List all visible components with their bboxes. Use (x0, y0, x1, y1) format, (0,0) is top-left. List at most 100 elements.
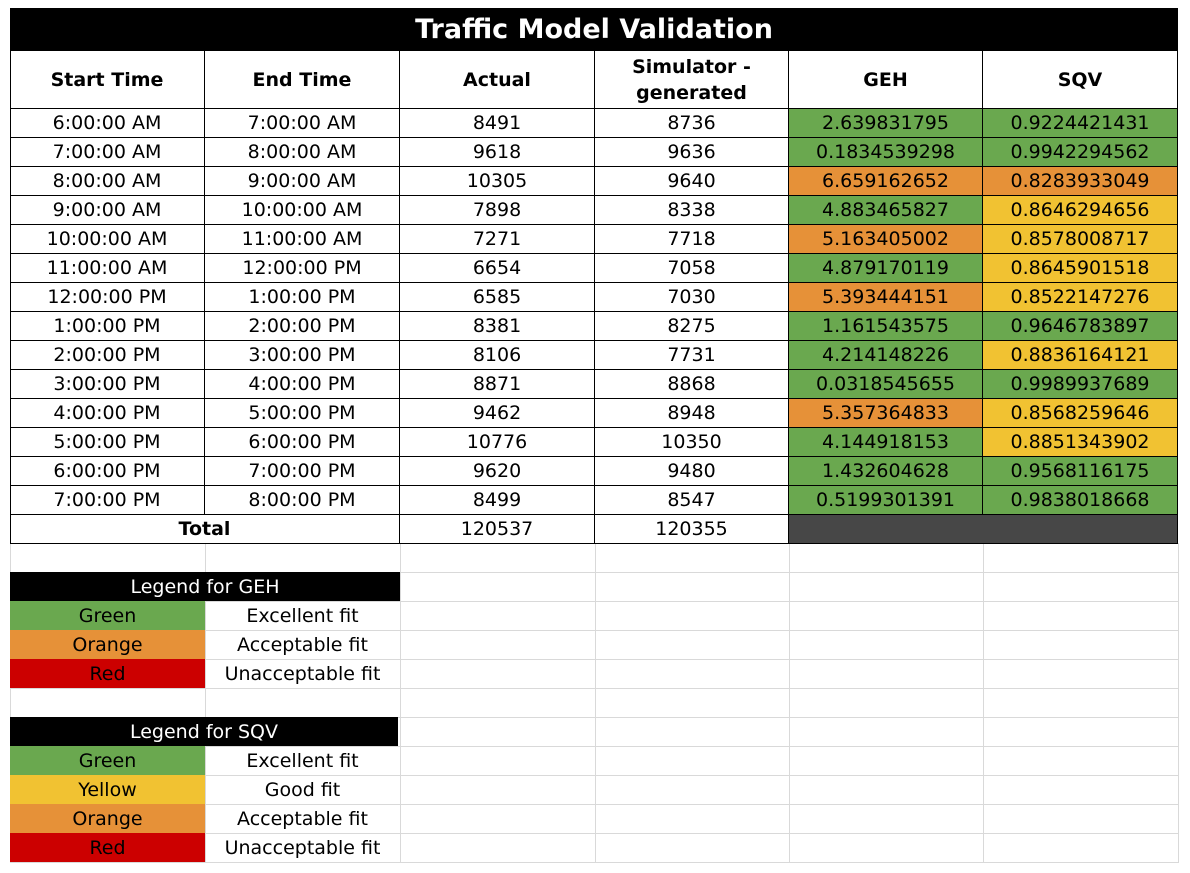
legend-sqv-meaning: Excellent fit (246, 749, 359, 772)
legend-sqv-swatch-red: Red (10, 833, 205, 862)
cell-end-time: 4:00:00 PM (205, 370, 400, 399)
gridline-horizontal (10, 572, 1178, 573)
legend-sqv-swatch-orange: Orange (10, 804, 205, 833)
cell-start-time: 1:00:00 PM (10, 312, 205, 341)
cell-end-time: 8:00:00 AM (205, 138, 400, 167)
cell-sqv: 0.8578008717 (983, 225, 1178, 254)
total-actual: 120537 (400, 515, 595, 544)
cell-end-time: 9:00:00 AM (205, 167, 400, 196)
cell-actual: 8871 (400, 370, 595, 399)
cell-end-time: 5:00:00 PM (205, 399, 400, 428)
gridline-vertical (400, 543, 401, 863)
gridline-horizontal (10, 630, 1178, 631)
gridline-horizontal (10, 601, 1178, 602)
gridline-horizontal (10, 659, 1178, 660)
cell-simulator: 9636 (595, 138, 789, 167)
cell-geh: 1.161543575 (789, 312, 983, 341)
cell-simulator: 8338 (595, 196, 789, 225)
cell-actual: 8381 (400, 312, 595, 341)
cell-simulator: 10350 (595, 428, 789, 457)
header-start-time: Start Time (10, 51, 205, 109)
cell-simulator: 8948 (595, 399, 789, 428)
cell-sqv: 0.8646294656 (983, 196, 1178, 225)
cell-sqv: 0.9989937689 (983, 370, 1178, 399)
cell-simulator: 8868 (595, 370, 789, 399)
legend-sqv-title: Legend for SQV (10, 717, 398, 746)
cell-actual: 6585 (400, 283, 595, 312)
cell-start-time: 6:00:00 AM (10, 109, 205, 138)
legend-geh-swatch-orange: Orange (10, 630, 205, 659)
cell-start-time: 10:00:00 AM (10, 225, 205, 254)
cell-sqv: 0.9224421431 (983, 109, 1178, 138)
cell-actual: 9462 (400, 399, 595, 428)
gridline-horizontal (10, 746, 1178, 747)
cell-sqv: 0.8645901518 (983, 254, 1178, 283)
header-simulator-line2: generated (636, 81, 747, 104)
cell-geh: 5.393444151 (789, 283, 983, 312)
cell-end-time: 12:00:00 PM (205, 254, 400, 283)
cell-actual: 8499 (400, 486, 595, 515)
cell-geh: 5.357364833 (789, 399, 983, 428)
header-sqv: SQV (983, 51, 1178, 109)
gridline-horizontal (10, 717, 1178, 718)
gridline-vertical (10, 543, 11, 863)
cell-geh: 0.5199301391 (789, 486, 983, 515)
cell-start-time: 7:00:00 AM (10, 138, 205, 167)
cell-simulator: 7030 (595, 283, 789, 312)
cell-start-time: 11:00:00 AM (10, 254, 205, 283)
cell-actual: 6654 (400, 254, 595, 283)
cell-geh: 2.639831795 (789, 109, 983, 138)
cell-start-time: 4:00:00 PM (10, 399, 205, 428)
cell-simulator: 7058 (595, 254, 789, 283)
cell-end-time: 10:00:00 AM (205, 196, 400, 225)
cell-actual: 8106 (400, 341, 595, 370)
cell-actual: 9620 (400, 457, 595, 486)
cell-geh: 0.1834539298 (789, 138, 983, 167)
header-simulator-generated: Simulator - generated (595, 51, 789, 109)
cell-start-time: 3:00:00 PM (10, 370, 205, 399)
legend-sqv-meaning: Good fit (264, 778, 341, 801)
cell-start-time: 8:00:00 AM (10, 167, 205, 196)
gridline-horizontal (10, 688, 1178, 689)
gridline-horizontal (10, 804, 1178, 805)
table-border (10, 51, 11, 544)
cell-geh: 0.0318545655 (789, 370, 983, 399)
cell-geh: 4.214148226 (789, 341, 983, 370)
cell-sqv: 0.9646783897 (983, 312, 1178, 341)
cell-start-time: 2:00:00 PM (10, 341, 205, 370)
cell-start-time: 6:00:00 PM (10, 457, 205, 486)
gridline-horizontal (10, 833, 1178, 834)
cell-geh: 4.144918153 (789, 428, 983, 457)
cell-geh: 1.432604628 (789, 457, 983, 486)
legend-geh-meaning: Unacceptable fit (224, 662, 381, 685)
cell-sqv: 0.8568259646 (983, 399, 1178, 428)
cell-actual: 10305 (400, 167, 595, 196)
cell-start-time: 9:00:00 AM (10, 196, 205, 225)
cell-simulator: 8547 (595, 486, 789, 515)
gridline-vertical (205, 543, 206, 863)
cell-end-time: 7:00:00 PM (205, 457, 400, 486)
cell-simulator: 8275 (595, 312, 789, 341)
gridline-vertical (595, 543, 596, 863)
cell-geh: 6.659162652 (789, 167, 983, 196)
header-simulator-line1: Simulator - (632, 55, 751, 78)
cell-end-time: 8:00:00 PM (205, 486, 400, 515)
cell-actual: 7271 (400, 225, 595, 254)
cell-end-time: 2:00:00 PM (205, 312, 400, 341)
cell-sqv: 0.9942294562 (983, 138, 1178, 167)
header-actual: Actual (400, 51, 595, 109)
table-border (1177, 51, 1178, 544)
cell-sqv: 0.9838018668 (983, 486, 1178, 515)
cell-simulator: 8736 (595, 109, 789, 138)
legend-geh-meaning: Excellent fit (246, 604, 359, 627)
legend-geh-meaning: Acceptable fit (237, 633, 368, 656)
cell-actual: 8491 (400, 109, 595, 138)
cell-start-time: 7:00:00 PM (10, 486, 205, 515)
cell-sqv: 0.9568116175 (983, 457, 1178, 486)
cell-simulator: 7731 (595, 341, 789, 370)
gridline-horizontal (10, 775, 1178, 776)
header-geh: GEH (789, 51, 983, 109)
cell-actual: 9618 (400, 138, 595, 167)
cell-geh: 4.883465827 (789, 196, 983, 225)
